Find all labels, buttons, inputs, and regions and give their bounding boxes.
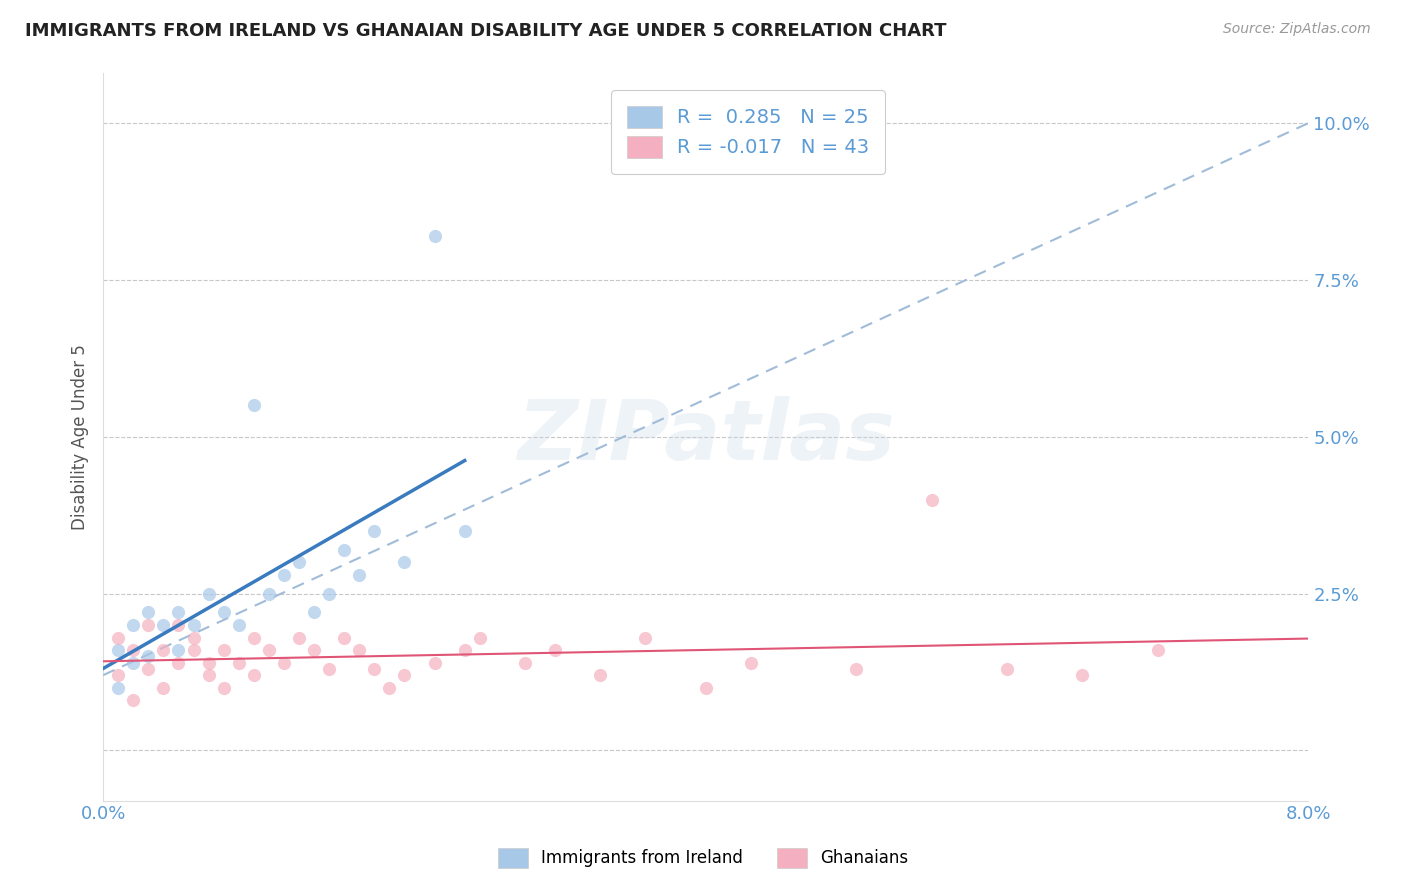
Point: [122, 643, 145, 657]
Point: [394, 555, 416, 569]
Point: [288, 555, 311, 569]
Point: [318, 662, 340, 676]
Point: [302, 606, 325, 620]
Point: [347, 567, 370, 582]
Point: [107, 668, 129, 682]
Point: [468, 631, 491, 645]
Point: [453, 524, 475, 538]
Legend: R =  0.285   N = 25, R = -0.017   N = 43: R = 0.285 N = 25, R = -0.017 N = 43: [612, 90, 884, 174]
Point: [228, 656, 250, 670]
Point: [107, 631, 129, 645]
Point: [122, 618, 145, 632]
Point: [273, 656, 295, 670]
Point: [318, 586, 340, 600]
Point: [167, 643, 190, 657]
Point: [378, 681, 401, 695]
Point: [423, 229, 446, 244]
Text: IMMIGRANTS FROM IRELAND VS GHANAIAN DISABILITY AGE UNDER 5 CORRELATION CHART: IMMIGRANTS FROM IRELAND VS GHANAIAN DISA…: [25, 22, 946, 40]
Point: [544, 643, 567, 657]
Point: [136, 649, 159, 664]
Y-axis label: Disability Age Under 5: Disability Age Under 5: [72, 343, 89, 530]
Point: [107, 643, 129, 657]
Point: [183, 643, 205, 657]
Point: [1071, 668, 1094, 682]
Legend: Immigrants from Ireland, Ghanaians: Immigrants from Ireland, Ghanaians: [486, 837, 920, 880]
Point: [122, 656, 145, 670]
Point: [273, 567, 295, 582]
Point: [107, 681, 129, 695]
Point: [921, 492, 943, 507]
Point: [212, 643, 235, 657]
Point: [152, 618, 174, 632]
Point: [122, 693, 145, 707]
Point: [394, 668, 416, 682]
Point: [212, 606, 235, 620]
Point: [183, 631, 205, 645]
Point: [167, 656, 190, 670]
Point: [242, 631, 264, 645]
Point: [695, 681, 717, 695]
Text: ZIPatlas: ZIPatlas: [517, 396, 894, 477]
Point: [740, 656, 762, 670]
Point: [347, 643, 370, 657]
Point: [136, 606, 159, 620]
Point: [288, 631, 311, 645]
Point: [333, 542, 356, 557]
Point: [257, 643, 280, 657]
Point: [995, 662, 1018, 676]
Point: [212, 681, 235, 695]
Point: [152, 643, 174, 657]
Point: [453, 643, 475, 657]
Point: [228, 618, 250, 632]
Point: [845, 662, 868, 676]
Point: [363, 524, 385, 538]
Point: [1146, 643, 1168, 657]
Point: [136, 662, 159, 676]
Point: [513, 656, 536, 670]
Text: Source: ZipAtlas.com: Source: ZipAtlas.com: [1223, 22, 1371, 37]
Point: [167, 618, 190, 632]
Point: [333, 631, 356, 645]
Point: [242, 399, 264, 413]
Point: [197, 656, 219, 670]
Point: [589, 668, 612, 682]
Point: [152, 681, 174, 695]
Point: [242, 668, 264, 682]
Point: [183, 618, 205, 632]
Point: [634, 631, 657, 645]
Point: [302, 643, 325, 657]
Point: [197, 586, 219, 600]
Point: [136, 618, 159, 632]
Point: [363, 662, 385, 676]
Point: [423, 656, 446, 670]
Point: [197, 668, 219, 682]
Point: [167, 606, 190, 620]
Point: [257, 586, 280, 600]
